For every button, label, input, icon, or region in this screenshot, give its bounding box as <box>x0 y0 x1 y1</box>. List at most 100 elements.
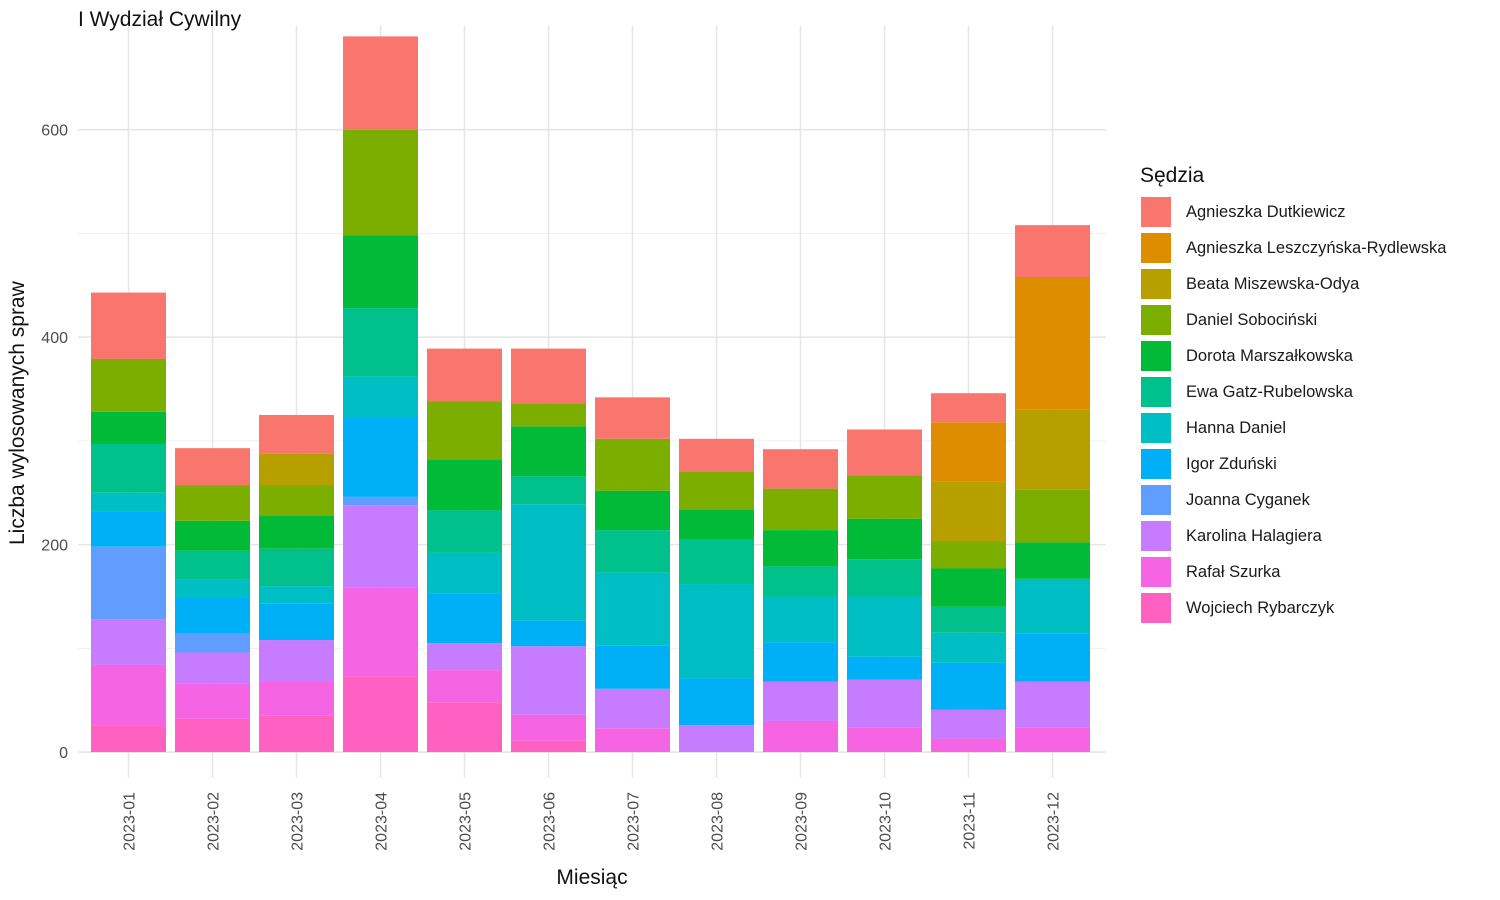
bar-segment <box>259 681 334 716</box>
bar-segment <box>1015 225 1090 278</box>
bar-segment <box>343 36 418 130</box>
bar-segment <box>763 642 838 682</box>
bar-segment <box>91 492 166 512</box>
bar-segment <box>259 414 334 454</box>
legend-swatch <box>1140 448 1172 480</box>
legend-label: Daniel Sobociński <box>1186 310 1318 329</box>
bar-segment <box>763 681 838 721</box>
bar-segment <box>595 438 670 491</box>
x-tick-label: 2023-04 <box>374 792 391 851</box>
y-tick-label: 0 <box>59 745 68 762</box>
legend-swatch <box>1140 232 1172 264</box>
bar-segment <box>343 676 418 753</box>
bar-segment <box>763 488 838 531</box>
bar-segment <box>931 632 1006 663</box>
bar-segment <box>595 530 670 573</box>
bar-segment <box>175 448 250 486</box>
legend-label: Beata Miszewska-Odya <box>1186 274 1360 293</box>
bar-segment <box>343 505 418 588</box>
legend-item: Agnieszka Leszczyńska-Rydlewska <box>1140 230 1446 266</box>
bar-segment <box>511 504 586 621</box>
bar-segment <box>679 509 754 540</box>
bar-segment <box>847 596 922 657</box>
bar-segment <box>259 515 334 549</box>
legend-swatch <box>1140 520 1172 552</box>
bar-segment <box>343 496 418 506</box>
bar-segment <box>343 417 418 497</box>
bar-segment <box>847 518 922 560</box>
bar-segment <box>91 444 166 493</box>
x-tick-label: 2023-05 <box>458 792 475 851</box>
bar-segment <box>91 725 166 753</box>
legend-title: Sędzia <box>1140 164 1205 187</box>
legend-swatch <box>1140 376 1172 408</box>
bar-segment <box>679 539 754 585</box>
bar-segment <box>595 645 670 689</box>
legend-swatch <box>1140 412 1172 444</box>
bar-segment <box>931 662 1006 710</box>
legend-item: Agnieszka Dutkiewicz <box>1140 194 1446 230</box>
bar-segment <box>427 670 502 703</box>
legend-label: Agnieszka Leszczyńska-Rydlewska <box>1186 238 1447 257</box>
x-tick-label: 2023-06 <box>542 792 559 851</box>
y-axis-label: Liczba wylosowanych spraw <box>6 281 29 545</box>
x-tick-label: 2023-01 <box>122 792 139 851</box>
bar-segment <box>1015 727 1090 753</box>
bar-segment <box>595 728 670 753</box>
bar-segment <box>763 449 838 489</box>
bar-segment <box>931 568 1006 607</box>
bar-segment <box>511 403 586 427</box>
bar-segment <box>931 606 1006 633</box>
bar-segment <box>511 646 586 715</box>
bar-segment <box>847 475 922 519</box>
bar-segment <box>343 376 418 418</box>
x-tick-label: 2023-08 <box>710 792 727 851</box>
bar-segment <box>259 640 334 682</box>
bar-segment <box>259 603 334 641</box>
bar-segment <box>847 727 922 753</box>
bar-segment <box>763 566 838 597</box>
x-tick-label: 2023-07 <box>626 792 643 851</box>
bar-segment <box>259 715 334 753</box>
legend-item: Beata Miszewska-Odya <box>1140 266 1446 302</box>
bar-segment <box>595 397 670 439</box>
legend-label: Rafał Szurka <box>1186 562 1281 581</box>
bar-segment <box>511 714 586 741</box>
bar-segment <box>679 678 754 726</box>
legend-label: Agnieszka Dutkiewicz <box>1186 202 1346 221</box>
bar-segment <box>91 292 166 359</box>
bar-segment <box>1015 578 1090 634</box>
bar-segment <box>1015 542 1090 579</box>
chart-title: I Wydział Cywilny <box>78 8 242 31</box>
legend-label: Hanna Daniel <box>1186 418 1286 437</box>
bar-segment <box>847 429 922 476</box>
legend-item: Joanna Cyganek <box>1140 482 1446 518</box>
bar-segment <box>847 656 922 680</box>
bar-segment <box>343 235 418 309</box>
legend: Sędzia Agnieszka Dutkiewicz Agnieszka Les… <box>1140 164 1446 626</box>
bar-segment <box>259 453 334 486</box>
legend-swatch <box>1140 556 1172 588</box>
bar-segment <box>91 358 166 412</box>
bar-segment <box>679 725 754 753</box>
bar-segment <box>259 485 334 516</box>
legend-item: Karolina Halagiera <box>1140 518 1446 554</box>
bar-segment <box>595 572 670 646</box>
x-tick-label: 2023-09 <box>794 792 811 851</box>
bar-segment <box>763 720 838 753</box>
bar-segment <box>1015 277 1090 410</box>
bar-segment <box>175 633 250 653</box>
bar-segment <box>91 546 166 620</box>
legend-label: Karolina Halagiera <box>1186 526 1322 545</box>
bars <box>91 36 1090 753</box>
bar-segment <box>679 438 754 473</box>
bar-segment <box>679 472 754 510</box>
legend-item: Daniel Sobociński <box>1140 302 1446 338</box>
axis-labels: 0 200 400 600 2023-01 2023-02 2023-03 2023-04 20… <box>41 123 1062 851</box>
y-tick-label: 200 <box>41 538 68 555</box>
bar-segment <box>343 587 418 677</box>
bar-segment <box>511 348 586 404</box>
bar-segment <box>91 619 166 665</box>
x-tick-label: 2023-02 <box>206 792 223 851</box>
bar-segment <box>427 702 502 753</box>
